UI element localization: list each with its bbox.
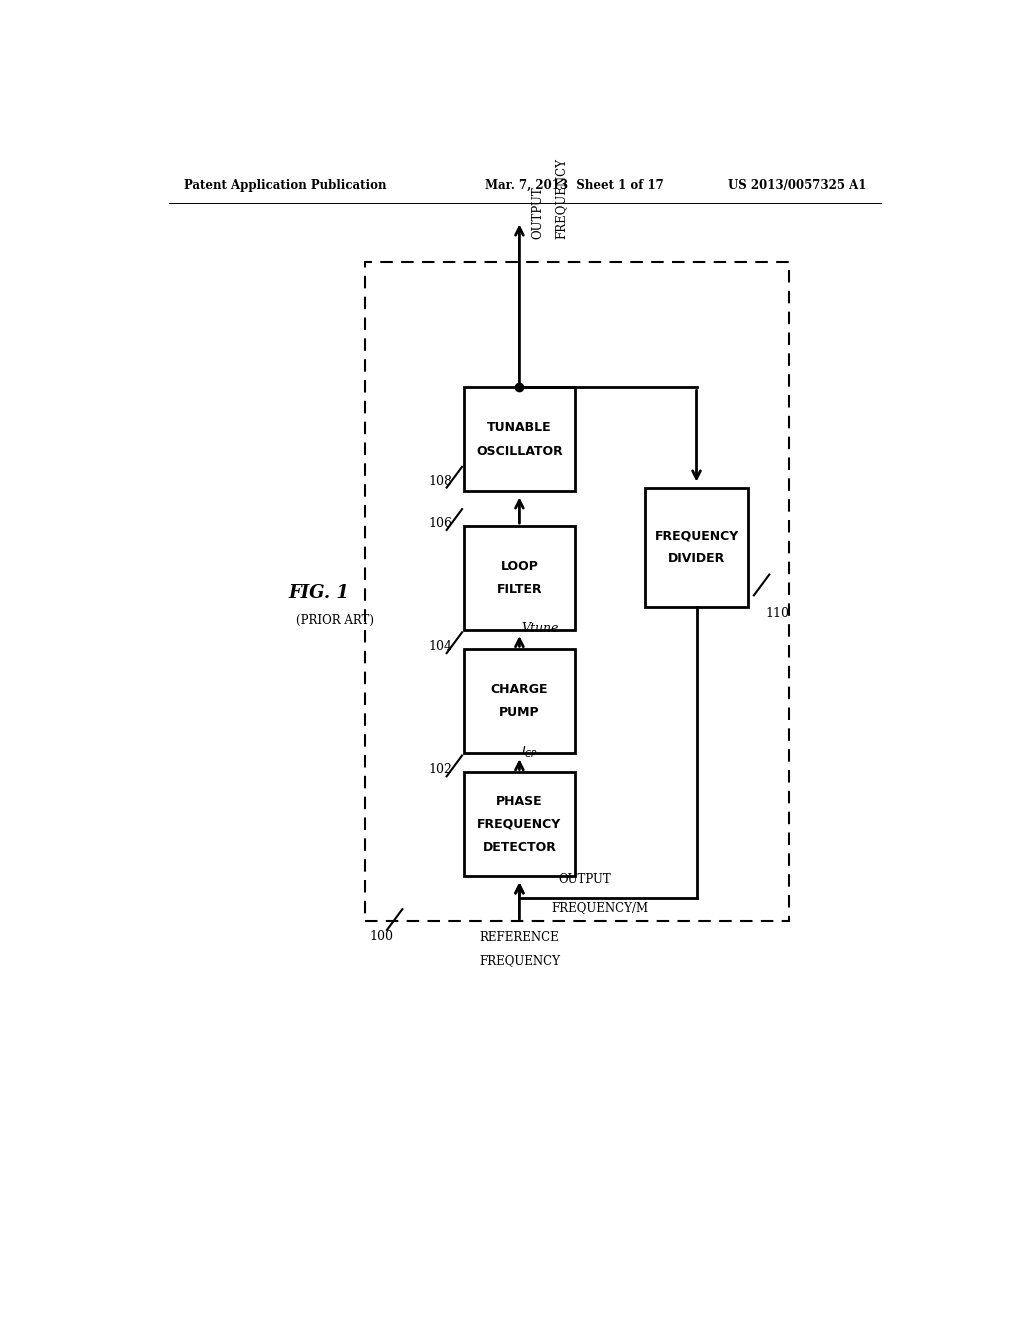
Bar (644, 487, 749, 607)
Text: REFERENCE: REFERENCE (479, 931, 559, 944)
Bar (464, 649, 575, 754)
Text: FREQUENCY: FREQUENCY (554, 158, 567, 239)
Text: FREQUENCY/M: FREQUENCY/M (552, 900, 649, 913)
Text: FREQUENCY: FREQUENCY (479, 954, 560, 968)
Text: $I_{CP}$: $I_{CP}$ (521, 744, 538, 759)
Text: CHARGE: CHARGE (490, 684, 548, 696)
Bar (464, 388, 575, 491)
Text: TUNABLE: TUNABLE (487, 421, 552, 434)
Text: 102: 102 (429, 763, 453, 776)
Text: DETECTOR: DETECTOR (482, 841, 556, 854)
Text: 104: 104 (429, 640, 453, 653)
Bar (464, 772, 575, 876)
Text: OSCILLATOR: OSCILLATOR (476, 445, 563, 458)
Text: OUTPUT: OUTPUT (531, 186, 544, 239)
Text: OUTPUT: OUTPUT (558, 873, 611, 886)
Text: 110: 110 (765, 607, 790, 620)
Text: FREQUENCY: FREQUENCY (654, 529, 738, 543)
Text: Vtune: Vtune (521, 622, 558, 635)
Text: PUMP: PUMP (499, 706, 540, 719)
Text: FIG. 1: FIG. 1 (289, 585, 349, 602)
Text: Mar. 7, 2013  Sheet 1 of 17: Mar. 7, 2013 Sheet 1 of 17 (484, 178, 664, 191)
Text: PHASE: PHASE (496, 795, 543, 808)
Text: LOOP: LOOP (501, 560, 539, 573)
Bar (464, 527, 575, 630)
Text: (PRIOR ART): (PRIOR ART) (296, 614, 374, 627)
Text: FREQUENCY: FREQUENCY (477, 818, 561, 832)
Text: Patent Application Publication: Patent Application Publication (184, 178, 387, 191)
Text: 108: 108 (429, 475, 453, 487)
Text: DIVIDER: DIVIDER (668, 552, 725, 565)
Text: 100: 100 (370, 929, 393, 942)
Text: FILTER: FILTER (497, 583, 543, 597)
Text: 106: 106 (429, 517, 453, 529)
Bar (366, 263, 788, 921)
Text: US 2013/0057325 A1: US 2013/0057325 A1 (727, 178, 866, 191)
